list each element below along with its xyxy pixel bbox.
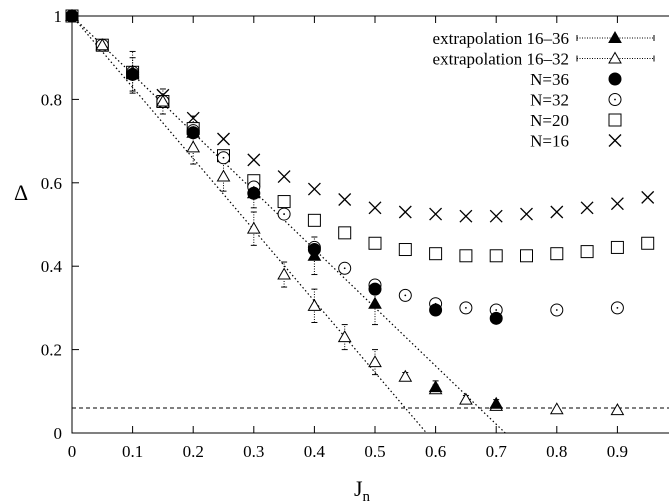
plot-frame — [71, 15, 669, 434]
x-axis-title-main: J — [354, 476, 363, 501]
data-point-open-square — [459, 249, 473, 263]
y-tick-label: 0 — [54, 424, 63, 443]
data-point-cross — [217, 132, 230, 146]
x-tick-label: 0.5 — [364, 442, 385, 461]
data-point-cross — [338, 193, 352, 206]
y-tick-label: 1 — [54, 7, 63, 26]
x-tick-label: 0 — [68, 442, 77, 461]
data-point-open-square — [641, 236, 655, 250]
data-point-open-square — [368, 236, 382, 250]
data-point-open-triangle — [277, 267, 291, 280]
data-point-open-triangle — [459, 392, 473, 405]
data-point-open-square — [489, 249, 503, 263]
legend-label: N=36 — [530, 70, 569, 89]
data-point-filled-triangle — [368, 296, 382, 309]
x-tick-label: 0.2 — [183, 442, 204, 461]
y-tick-label: 0.6 — [41, 174, 62, 193]
data-point-cross — [459, 209, 473, 223]
y-axis-title: Δ — [14, 180, 28, 205]
data-point-open-triangle — [95, 38, 110, 51]
data-point-cross — [550, 205, 564, 219]
data-point-open-triangle — [246, 221, 261, 234]
data-point-cross — [277, 170, 291, 184]
fit-line-fit-16-36 — [71, 15, 506, 434]
data-point-cross — [368, 201, 382, 215]
legend-label: extrapolation 16–32 — [433, 50, 569, 69]
x-tick-label: 0.6 — [425, 442, 446, 461]
x-tick-label: 0.9 — [607, 442, 628, 461]
data-point-filled-circle — [429, 303, 443, 317]
data-point-open-square — [398, 243, 412, 257]
data-point-cross — [489, 209, 503, 223]
data-point-filled-circle — [368, 282, 382, 296]
y-tick-label: 0.2 — [41, 341, 62, 360]
legend-marker-open-circle — [608, 93, 622, 106]
data-point-open-circle — [398, 288, 412, 302]
data-point-open-triangle — [610, 403, 625, 416]
data-point-cross — [429, 207, 443, 221]
legend-label: extrapolation 16–36 — [433, 29, 569, 48]
data-point-open-square — [550, 247, 564, 261]
data-point-open-triangle — [186, 140, 201, 153]
data-point-cross — [398, 205, 412, 219]
data-point-open-square — [277, 195, 291, 209]
data-point-filled-triangle — [246, 186, 261, 199]
errorbar-layer — [129, 50, 500, 409]
data-point-cross — [247, 153, 261, 167]
legend-label: N=20 — [530, 111, 569, 130]
data-point-open-triangle — [549, 402, 564, 415]
data-point-open-circle — [610, 301, 624, 315]
data-point-cross — [307, 182, 321, 196]
data-point-filled-circle — [489, 311, 503, 325]
data-point-cross — [520, 207, 533, 221]
markers-layer — [65, 8, 655, 416]
legend-marker-cross — [608, 134, 622, 147]
data-point-open-square — [580, 245, 594, 259]
data-point-open-circle — [277, 207, 291, 221]
legend-label: N=32 — [530, 91, 569, 110]
data-point-open-circle — [459, 301, 473, 315]
data-point-filled-triangle — [307, 248, 322, 261]
data-point-filled-triangle — [186, 125, 201, 138]
data-point-open-square — [520, 249, 533, 263]
y-tick-label: 0.4 — [41, 257, 63, 276]
x-tick-label: 0.1 — [122, 442, 143, 461]
fit-line-fit-16-32 — [71, 15, 427, 434]
y-tick-label: 0.8 — [41, 90, 62, 109]
data-point-filled-triangle — [125, 67, 140, 80]
data-point-open-triangle — [156, 94, 170, 107]
x-tick-label: 0.8 — [546, 442, 567, 461]
x-tick-label: 0.4 — [304, 442, 326, 461]
legend-label: N=16 — [530, 132, 569, 151]
data-point-open-triangle — [216, 169, 231, 182]
legend-marker-filled-circle — [608, 72, 622, 86]
legend-marker-filled-triangle — [608, 30, 622, 43]
data-point-cross — [610, 197, 624, 211]
data-point-cross — [641, 190, 655, 204]
x-tick-label: 0.7 — [486, 442, 508, 461]
fit-lines-layer — [71, 15, 506, 434]
data-point-open-square — [429, 247, 443, 261]
legend-marker-open-square — [608, 113, 622, 127]
data-point-open-circle — [338, 261, 352, 275]
x-axis-title-subscript: n — [363, 489, 371, 504]
data-point-filled-triangle — [489, 396, 504, 409]
data-point-open-triangle — [368, 355, 382, 368]
x-axis-title: Jn — [354, 476, 371, 504]
data-point-open-square — [610, 240, 624, 254]
data-point-open-triangle — [307, 298, 322, 311]
x-tick-label: 0.3 — [243, 442, 264, 461]
data-point-filled-triangle — [428, 380, 443, 393]
data-point-open-triangle — [398, 369, 413, 382]
legend-marker-open-triangle — [608, 51, 622, 64]
axes-layer: 0 0.1 0.2 0.3 0.4 0.5 0.6 0.7 0.8 0.9 1 0 0.2 0.4 0.6 0… — [41, 7, 628, 461]
data-point-open-triangle — [337, 330, 352, 343]
data-point-cross — [580, 201, 594, 215]
data-point-open-square — [307, 213, 321, 227]
data-point-open-square — [338, 226, 352, 240]
data-point-open-circle — [217, 151, 230, 165]
data-point-open-circle — [550, 303, 564, 317]
